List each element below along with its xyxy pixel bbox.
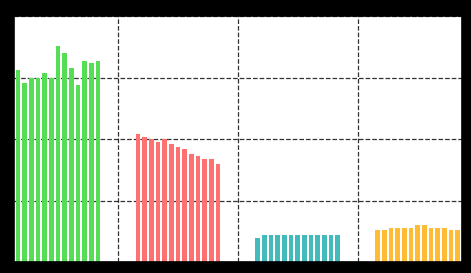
Bar	[23, 83, 27, 262]
Bar	[89, 63, 94, 262]
Bar	[289, 235, 293, 262]
Bar	[209, 159, 213, 262]
Bar	[16, 70, 20, 262]
Bar	[49, 78, 54, 262]
Bar	[76, 85, 81, 262]
Bar	[155, 142, 160, 262]
Bar	[42, 73, 47, 262]
Bar	[322, 235, 327, 262]
Bar	[269, 235, 274, 262]
Bar	[169, 144, 174, 262]
Bar	[329, 235, 333, 262]
Bar	[382, 230, 387, 262]
Bar	[62, 53, 67, 262]
Bar	[316, 235, 320, 262]
Bar	[375, 230, 380, 262]
Bar	[309, 235, 313, 262]
Bar	[136, 134, 140, 262]
Bar	[282, 235, 287, 262]
Bar	[36, 78, 41, 262]
Bar	[189, 154, 194, 262]
Bar	[402, 228, 406, 262]
Bar	[422, 225, 427, 262]
Bar	[182, 149, 187, 262]
Bar	[56, 46, 60, 262]
Bar	[69, 68, 74, 262]
Bar	[82, 61, 87, 262]
Bar	[195, 156, 200, 262]
Bar	[142, 137, 147, 262]
Bar	[176, 147, 180, 262]
Bar	[149, 139, 154, 262]
Bar	[302, 235, 307, 262]
Bar	[276, 235, 280, 262]
Bar	[435, 228, 440, 262]
Bar	[335, 235, 340, 262]
Bar	[409, 228, 414, 262]
Bar	[448, 230, 453, 262]
Bar	[29, 78, 34, 262]
Bar	[202, 159, 207, 262]
Bar	[395, 228, 400, 262]
Bar	[415, 225, 420, 262]
Bar	[429, 228, 433, 262]
Bar	[216, 164, 220, 262]
Bar	[455, 230, 460, 262]
Bar	[96, 61, 100, 262]
Bar	[442, 228, 447, 262]
Bar	[295, 235, 300, 262]
Bar	[262, 235, 267, 262]
Bar	[255, 238, 260, 262]
Bar	[389, 228, 393, 262]
Bar	[162, 139, 167, 262]
